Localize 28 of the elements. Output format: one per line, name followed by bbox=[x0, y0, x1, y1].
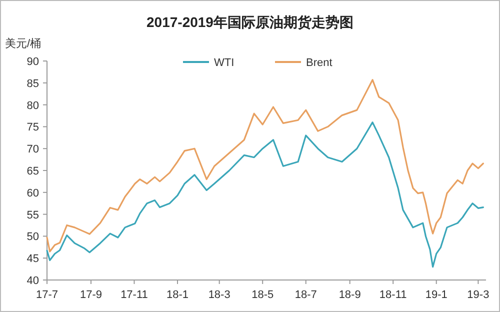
x-tick-label: 19-1 bbox=[425, 289, 448, 301]
y-tick-label: 45 bbox=[26, 253, 39, 266]
y-tick-label: 90 bbox=[26, 56, 39, 68]
y-tick-label: 85 bbox=[26, 78, 39, 90]
y-tick-label: 80 bbox=[26, 100, 39, 112]
x-tick-label: 17-11 bbox=[120, 289, 148, 301]
x-tick-label: 18-11 bbox=[379, 289, 407, 301]
y-tick-label: 55 bbox=[26, 209, 39, 222]
x-tick-label: 18-3 bbox=[208, 289, 230, 301]
y-axis-title: 美元/桶 bbox=[5, 37, 42, 50]
y-tick-label: 65 bbox=[26, 166, 39, 178]
x-tick-label: 18-5 bbox=[252, 289, 274, 301]
y-tick-label: 70 bbox=[26, 144, 39, 156]
legend-label: Brent bbox=[306, 57, 332, 69]
x-tick-label: 19-3 bbox=[467, 289, 490, 301]
y-tick-label: 75 bbox=[26, 122, 39, 134]
y-tick-label: 60 bbox=[26, 187, 39, 200]
y-tick-label: 50 bbox=[26, 231, 39, 244]
x-tick-label: 17-9 bbox=[80, 289, 102, 301]
chart-title: 2017-2019年国际原油期货走势图 bbox=[146, 14, 354, 30]
line-series bbox=[46, 79, 484, 252]
line-series bbox=[46, 122, 484, 268]
x-tick-label: 17-7 bbox=[36, 289, 58, 301]
x-tick-label: 18-9 bbox=[338, 289, 361, 301]
legend-label: WTI bbox=[214, 57, 234, 69]
x-tick-label: 18-1 bbox=[166, 289, 189, 301]
y-tick-label: 40 bbox=[26, 275, 39, 287]
x-tick-label: 18-7 bbox=[294, 289, 317, 301]
